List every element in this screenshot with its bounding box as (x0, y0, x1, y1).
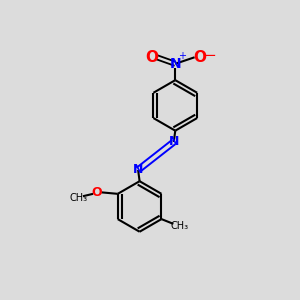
Text: N: N (169, 57, 181, 71)
Text: N: N (169, 136, 179, 148)
Text: O: O (92, 186, 102, 199)
Text: CH₃: CH₃ (170, 220, 188, 231)
Text: O: O (194, 50, 206, 65)
Text: O: O (145, 50, 158, 65)
Text: N: N (133, 164, 143, 176)
Text: +: + (178, 51, 186, 61)
Text: CH₃: CH₃ (69, 193, 88, 203)
Text: −: − (204, 48, 216, 63)
